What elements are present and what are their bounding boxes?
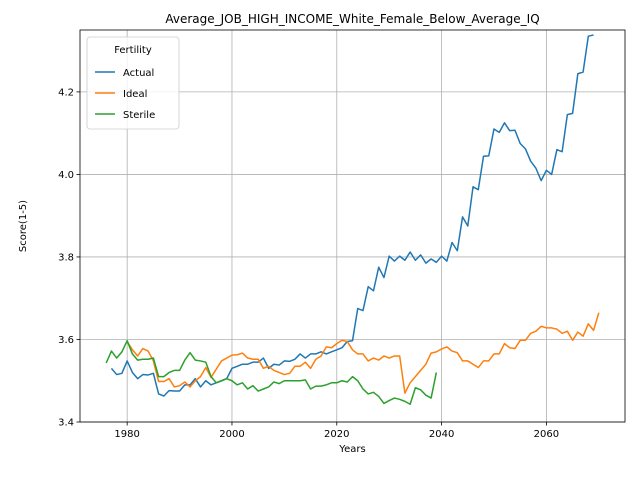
legend-title: Fertility	[114, 45, 152, 56]
legend: Fertility Actual Ideal Sterile	[86, 36, 180, 130]
x-axis-label: Years	[338, 444, 365, 455]
y-tick-label: 4.0	[58, 170, 74, 181]
legend-label-sterile: Sterile	[123, 110, 155, 121]
y-tick-label: 4.2	[58, 87, 74, 98]
x-tick-label: 2020	[324, 429, 349, 440]
x-tick-label: 2060	[534, 429, 559, 440]
legend-label-ideal: Ideal	[123, 89, 147, 100]
y-tick-label: 3.8	[58, 252, 74, 263]
x-tick-label: 2040	[429, 429, 454, 440]
series-lines	[105, 34, 600, 406]
series-line-ideal	[126, 312, 600, 394]
series-line-actual	[110, 34, 594, 397]
plot-frame	[79, 29, 626, 423]
y-tick-label: 3.6	[58, 335, 74, 346]
x-tick-label: 2000	[219, 429, 244, 440]
axis-ticks: 1980 2000 2020 2040 2060 3.4 3.6 3.8 4.0 4.2	[58, 87, 559, 440]
y-tick-label: 3.4	[58, 418, 74, 429]
chart-title: Average_JOB_HIGH_INCOME_White_Female_Bel…	[165, 12, 539, 26]
legend-box	[86, 36, 180, 130]
y-axis-label: Score(1-5)	[18, 200, 29, 252]
legend-label-actual: Actual	[123, 68, 154, 79]
series-line-sterile	[105, 339, 438, 406]
x-tick-label: 1980	[114, 429, 139, 440]
